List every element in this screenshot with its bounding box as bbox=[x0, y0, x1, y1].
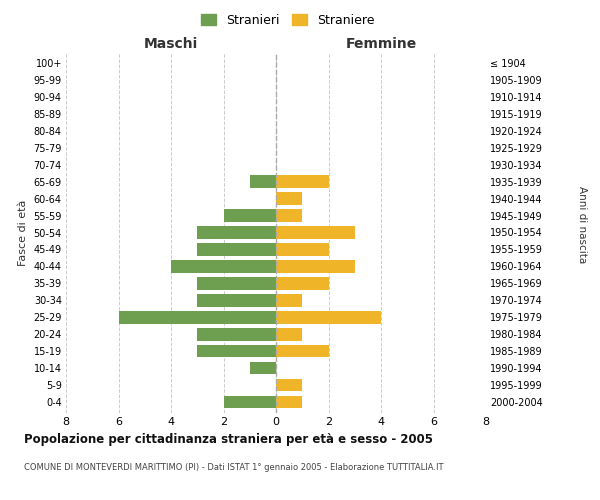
Bar bbox=[276, 346, 329, 358]
Bar bbox=[276, 312, 381, 324]
Bar bbox=[276, 328, 302, 340]
Text: Anni di nascita: Anni di nascita bbox=[577, 186, 587, 264]
Bar bbox=[276, 210, 302, 222]
Bar bbox=[197, 294, 276, 306]
Bar bbox=[197, 328, 276, 340]
Y-axis label: Fasce di età: Fasce di età bbox=[18, 200, 28, 266]
Bar bbox=[119, 312, 276, 324]
Bar bbox=[250, 362, 276, 374]
Bar bbox=[276, 244, 329, 256]
Bar bbox=[197, 244, 276, 256]
Bar bbox=[276, 396, 302, 408]
Bar bbox=[276, 260, 355, 272]
Bar bbox=[197, 226, 276, 238]
Bar bbox=[197, 346, 276, 358]
Bar bbox=[250, 176, 276, 188]
Text: Popolazione per cittadinanza straniera per età e sesso - 2005: Popolazione per cittadinanza straniera p… bbox=[24, 432, 433, 446]
Bar bbox=[223, 210, 276, 222]
Text: Femmine: Femmine bbox=[346, 37, 416, 51]
Bar bbox=[276, 176, 329, 188]
Text: Maschi: Maschi bbox=[144, 37, 198, 51]
Bar bbox=[276, 278, 329, 289]
Text: COMUNE DI MONTEVERDI MARITTIMO (PI) - Dati ISTAT 1° gennaio 2005 - Elaborazione : COMUNE DI MONTEVERDI MARITTIMO (PI) - Da… bbox=[24, 462, 443, 471]
Bar bbox=[276, 294, 302, 306]
Bar bbox=[276, 192, 302, 204]
Bar bbox=[223, 396, 276, 408]
Bar bbox=[171, 260, 276, 272]
Bar bbox=[276, 226, 355, 238]
Bar bbox=[197, 278, 276, 289]
Bar bbox=[276, 379, 302, 392]
Legend: Stranieri, Straniere: Stranieri, Straniere bbox=[196, 8, 380, 32]
